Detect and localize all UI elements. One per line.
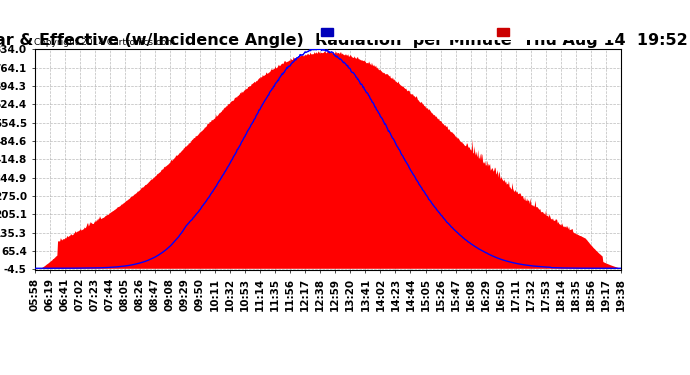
Legend: Radiation (Effective w/m2), Radiation (w/m2): Radiation (Effective w/m2), Radiation (w… — [319, 25, 616, 40]
Text: Copyright 2014 Cartronics.com: Copyright 2014 Cartronics.com — [34, 38, 176, 46]
Title: Solar & Effective (w/Incidence Angle)  Radiation  per Minute  Thu Aug 14  19:52: Solar & Effective (w/Incidence Angle) Ra… — [0, 33, 688, 48]
